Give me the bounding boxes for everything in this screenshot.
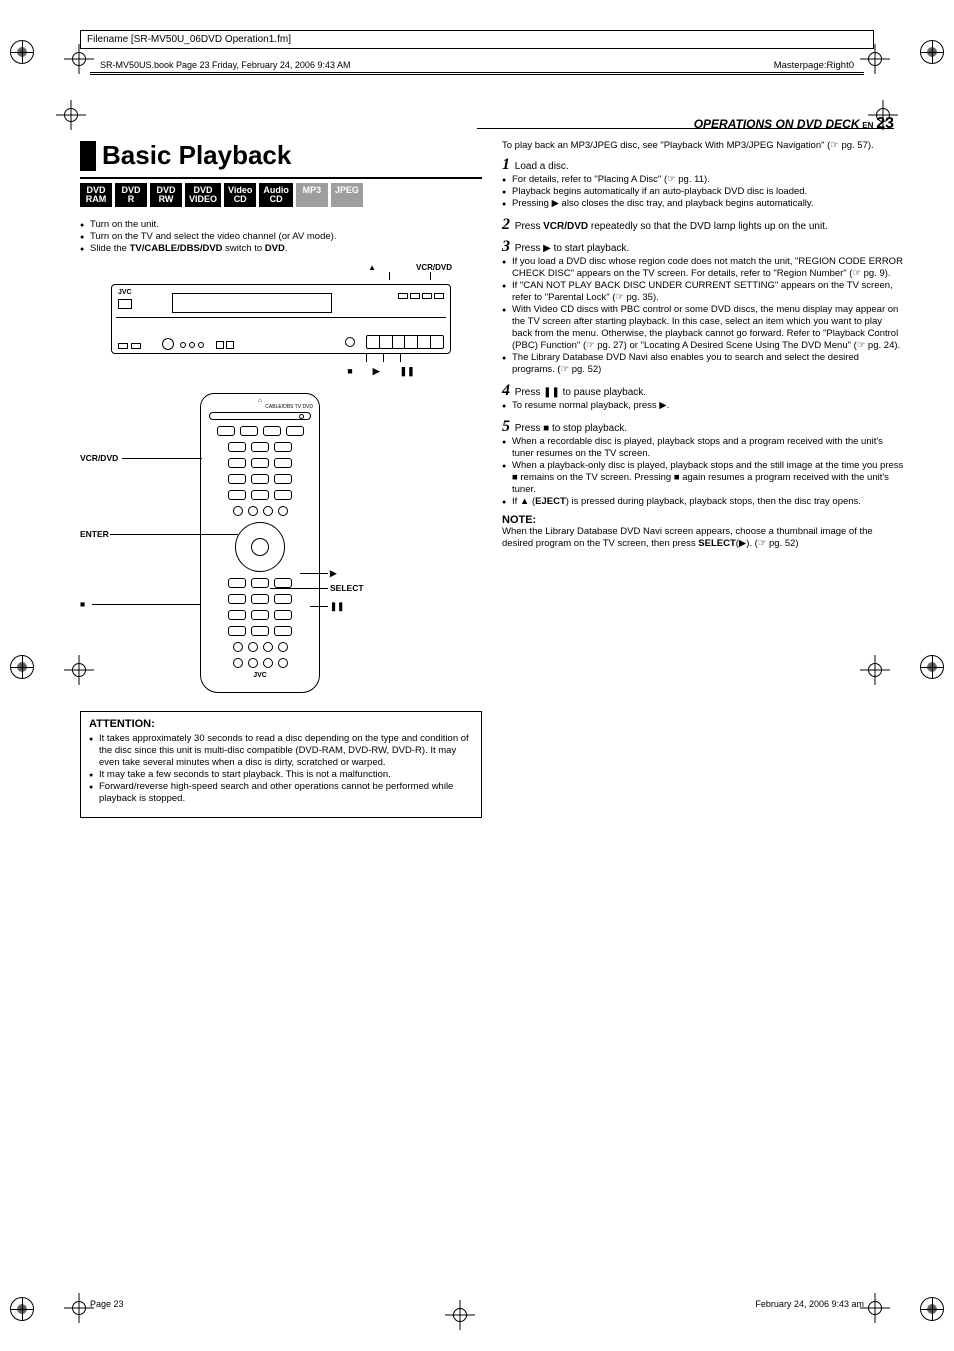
step5-bullet: If ▲ (EJECT) is pressed during playback,…	[502, 496, 904, 508]
deck-diagram: ▲ VCR/DVD JVC	[80, 263, 482, 377]
step5-bullet: When a recordable disc is played, playba…	[502, 436, 904, 460]
filename-label: Filename [SR-MV50U_06DVD Operation1.fm]	[87, 34, 291, 45]
badge-video-cd: VideoCD	[224, 183, 256, 207]
badge-audio-cd: AudioCD	[259, 183, 293, 207]
play-label: ▶	[373, 366, 380, 377]
attention-box: ATTENTION: It takes approximately 30 sec…	[80, 711, 482, 818]
badge-dvd-r: DVDR	[115, 183, 147, 207]
footer-date: February 24, 2006 9:43 am	[755, 1299, 864, 1309]
attention-heading: ATTENTION:	[89, 718, 473, 730]
lang-code: EN	[862, 121, 873, 130]
badge-dvd-rw: DVDRW	[150, 183, 182, 207]
eject-label: ▲	[368, 263, 376, 272]
step2-text: Press VCR/DVD repeatedly so that the DVD…	[515, 221, 828, 232]
step5-bullet: When a playback-only disc is played, pla…	[502, 460, 904, 496]
intro-text: To play back an MP3/JPEG disc, see "Play…	[502, 140, 904, 152]
page-number: 23	[876, 115, 894, 132]
step3-bullet: With Video CD discs with PBC control or …	[502, 304, 904, 352]
attention-item: It takes approximately 30 seconds to rea…	[89, 733, 473, 769]
step1-bullet: For details, refer to "Placing A Disc" (…	[502, 174, 904, 186]
step3-bullet: If "CAN NOT PLAY BACK DISC UNDER CURRENT…	[502, 280, 904, 304]
filename-header: Filename [SR-MV50U_06DVD Operation1.fm]	[80, 30, 874, 49]
pause-label: ❚❚	[400, 366, 415, 377]
section-header: OPERATIONS ON DVD DECK EN 23	[694, 115, 894, 133]
attention-item: It may take a few seconds to start playb…	[89, 769, 473, 781]
remote-enter-label: ENTER	[80, 529, 109, 539]
masterpage-label: Masterpage:Right0	[774, 60, 854, 71]
stop-label: ■	[347, 366, 352, 377]
badge-jpeg: JPEG	[331, 183, 363, 207]
attention-item: Forward/reverse high-speed search and ot…	[89, 781, 473, 805]
right-column: To play back an MP3/JPEG disc, see "Play…	[502, 140, 904, 1281]
title-bar	[80, 141, 96, 171]
badge-dvd-ram: DVDRAM	[80, 183, 112, 207]
prereq-list: Turn on the unit. Turn on the TV and sel…	[80, 219, 482, 255]
step1-text: Load a disc.	[515, 161, 569, 172]
page-title: Basic Playback	[102, 140, 291, 171]
step1-bullet: Playback begins automatically if an auto…	[502, 186, 904, 198]
note-text: When the Library Database DVD Navi scree…	[502, 526, 904, 550]
remote-play-label: ▶	[330, 568, 337, 579]
left-column: Basic Playback DVDRAM DVDR DVDRW DVDVIDE…	[80, 140, 482, 1281]
remote-vcrdvd-label: VCR/DVD	[80, 453, 118, 463]
remote-select-label: SELECT	[330, 583, 364, 593]
step1-bullet: Pressing ▶ also closes the disc tray, an…	[502, 198, 904, 210]
remote-diagram: ⌂ CABLE/DBS TV DVD JVC	[80, 393, 482, 703]
remote-pause-label: ❚❚	[330, 601, 344, 612]
prereq-item: Turn on the unit.	[80, 219, 482, 231]
note-heading: NOTE:	[502, 514, 904, 526]
step5-text: Press ■ to stop playback.	[515, 423, 627, 434]
footer-page: Page 23	[90, 1299, 124, 1309]
prereq-item: Slide the TV/CABLE/DBS/DVD switch to DVD…	[80, 243, 482, 255]
step4-bullet: To resume normal playback, press ▶.	[502, 400, 904, 412]
format-badges: DVDRAM DVDR DVDRW DVDVIDEO VideoCD Audio…	[80, 183, 482, 207]
book-header-line: SR-MV50US.book Page 23 Friday, February …	[100, 60, 350, 70]
step3-bullet: If you load a DVD disc whose region code…	[502, 256, 904, 280]
step3-bullet: The Library Database DVD Navi also enabl…	[502, 352, 904, 376]
remote-stop-label: ■	[80, 599, 85, 609]
badge-dvd-video: DVDVIDEO	[185, 183, 221, 207]
step4-text: Press ❚❚ to pause playback.	[515, 387, 646, 398]
badge-mp3: MP3	[296, 183, 328, 207]
prereq-item: Turn on the TV and select the video chan…	[80, 231, 482, 243]
vcrdvd-label: VCR/DVD	[416, 263, 452, 272]
step3-text: Press ▶ to start playback.	[515, 243, 629, 254]
section-title: OPERATIONS ON DVD DECK	[694, 117, 860, 131]
